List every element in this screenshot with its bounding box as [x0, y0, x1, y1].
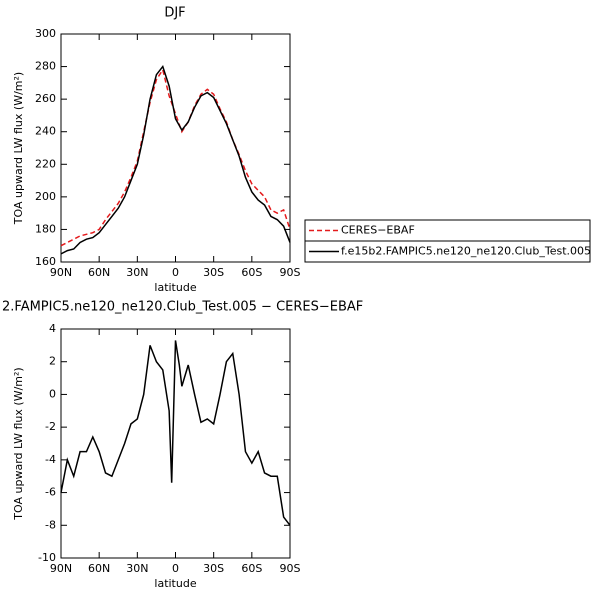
legend-label: CERES−EBAF	[341, 224, 415, 237]
y-tick-label: 2	[49, 355, 56, 368]
y-tick-label: 0	[49, 387, 56, 400]
x-tick-label: 90N	[50, 562, 72, 575]
data-line	[60, 67, 291, 247]
legend-label: f.e15b2.FAMPIC5.ne120_ne120.Club_Test.00…	[341, 245, 591, 258]
y-axis-label: TOA upward LW flux (W/m²)	[12, 367, 25, 520]
y-axis-label: TOA upward LW flux (W/m²)	[12, 72, 25, 225]
y-tick-label: 220	[35, 157, 56, 170]
x-tick-label: 30N	[126, 562, 148, 575]
y-tick-label: 4	[49, 322, 56, 335]
x-tick-label: 60N	[88, 266, 110, 279]
x-tick-label: 90N	[50, 266, 72, 279]
x-tick-label: 0	[172, 266, 179, 279]
x-axis-label: latitude	[154, 577, 196, 590]
y-tick-label: 240	[35, 125, 56, 138]
y-tick-label: -8	[45, 518, 56, 531]
y-tick-label: -10	[38, 551, 56, 564]
y-tick-label: -6	[45, 486, 56, 499]
y-tick-label: 200	[35, 190, 56, 203]
data-line	[60, 64, 291, 255]
x-tick-label: 90S	[280, 266, 301, 279]
data-line	[60, 340, 291, 526]
x-tick-label: 30N	[126, 266, 148, 279]
y-tick-label: 180	[35, 222, 56, 235]
y-tick-label: -2	[45, 420, 56, 433]
legend-box	[304, 240, 591, 263]
x-axis-label: latitude	[154, 281, 196, 294]
x-tick-label: 60N	[88, 562, 110, 575]
y-tick-label: 300	[35, 27, 56, 40]
plot-frame	[60, 33, 291, 263]
y-tick-label: -4	[45, 453, 56, 466]
x-tick-label: 90S	[280, 562, 301, 575]
y-tick-label: 160	[35, 255, 56, 268]
chart-title: 2.FAMPIC5.ne120_ne120.Club_Test.005 − CE…	[2, 300, 363, 315]
y-tick-label: 280	[35, 60, 56, 73]
x-tick-label: 60S	[241, 266, 262, 279]
x-tick-label: 0	[172, 562, 179, 575]
y-tick-label: 260	[35, 92, 56, 105]
chart-title: DJF	[164, 6, 185, 21]
x-tick-label: 30S	[203, 266, 224, 279]
x-tick-label: 60S	[241, 562, 262, 575]
x-tick-label: 30S	[203, 562, 224, 575]
